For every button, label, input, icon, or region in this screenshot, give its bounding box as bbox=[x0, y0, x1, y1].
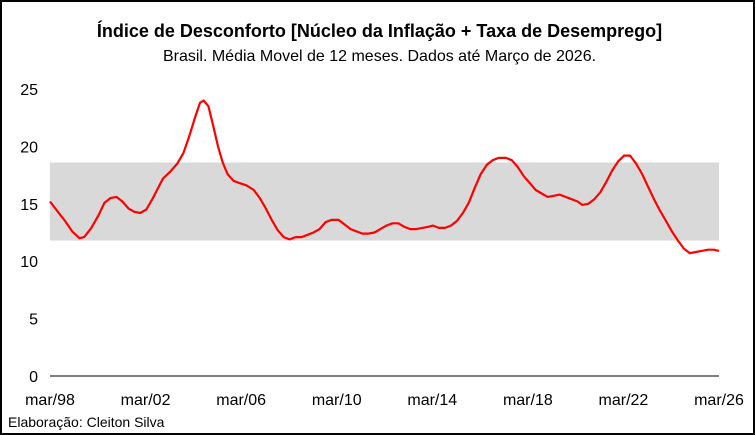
series-line-0 bbox=[49, 99, 720, 255]
x-tick-label: mar/06 bbox=[216, 392, 266, 409]
chart-subtitle: Brasil. Média Movel de 12 meses. Dados a… bbox=[162, 48, 597, 65]
x-tick-label: mar/98 bbox=[25, 392, 75, 409]
x-tick-label: mar/10 bbox=[312, 392, 362, 409]
y-tick-label: 20 bbox=[20, 139, 38, 156]
y-tick-label: 10 bbox=[20, 254, 38, 271]
x-tick-label: mar/02 bbox=[121, 392, 171, 409]
y-tick-label: 15 bbox=[20, 197, 38, 214]
credit-text: Elaboração: Cleiton Silva bbox=[8, 414, 165, 430]
x-tick-label: mar/14 bbox=[407, 392, 457, 409]
chart-title: Índice de Desconforto [Núcleo da Inflaçã… bbox=[96, 21, 663, 41]
x-tick-label: mar/22 bbox=[599, 392, 649, 409]
y-tick-label: 5 bbox=[29, 312, 38, 329]
x-tick-label: mar/26 bbox=[694, 392, 744, 409]
y-tick-label: 25 bbox=[20, 82, 38, 99]
y-tick-label: 0 bbox=[29, 369, 38, 386]
x-tick-label: mar/18 bbox=[503, 392, 553, 409]
